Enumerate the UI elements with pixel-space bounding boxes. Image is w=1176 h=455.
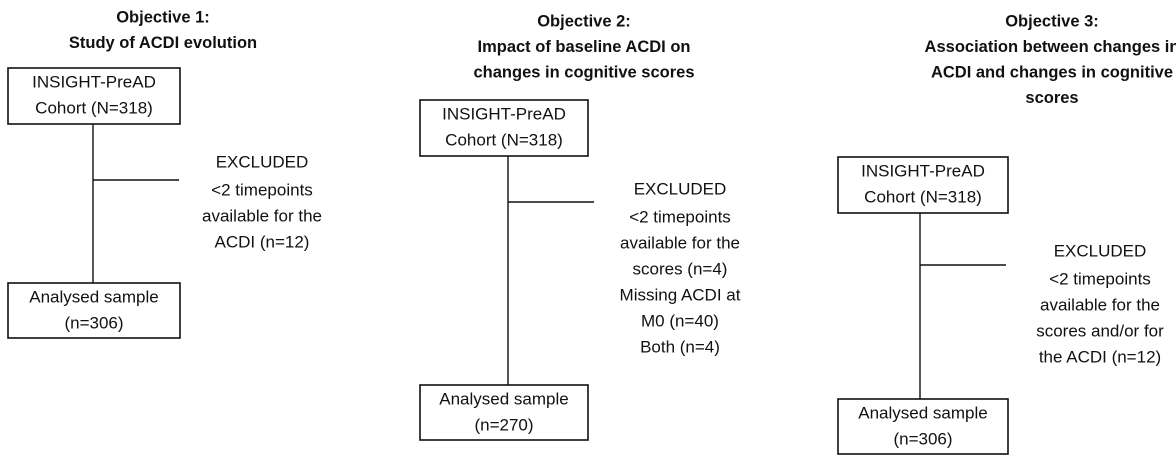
objective-title: Association between changes in (925, 38, 1176, 56)
cohort-box (419, 99, 589, 157)
objective-title: Impact of baseline ACDI on (477, 38, 690, 56)
excluded-label: available for the (202, 206, 322, 225)
sample-label: Analysed sample (858, 403, 987, 422)
excluded-label: available for the (620, 233, 740, 252)
objective-title: ACDI and changes in cognitive (931, 63, 1173, 81)
cohort-label: Cohort (N=318) (864, 187, 982, 206)
excluded-label: <2 timepoints (629, 207, 731, 226)
sample-box (837, 398, 1009, 455)
sample-label: Analysed sample (29, 287, 158, 306)
objective-title: Objective 2: (537, 12, 631, 30)
cohort-label: INSIGHT-PreAD (861, 161, 985, 180)
objective-title: Study of ACDI evolution (69, 34, 257, 52)
sample-label: (n=306) (64, 313, 123, 332)
objective-title: scores (1025, 89, 1078, 107)
excluded-label: Missing ACDI at (620, 285, 741, 304)
cohort-label: INSIGHT-PreAD (442, 104, 566, 123)
excluded-label: the ACDI (n=12) (1039, 347, 1161, 366)
objective-title: Objective 1: (116, 8, 210, 26)
sample-box (419, 384, 589, 441)
sample-box (7, 282, 181, 339)
excluded-label: ACDI (n=12) (215, 232, 310, 251)
excluded-label: Both (n=4) (640, 337, 720, 356)
excluded-label: EXCLUDED (1054, 241, 1147, 260)
objective-title: Objective 3: (1005, 12, 1099, 30)
excluded-label: <2 timepoints (211, 180, 313, 199)
excluded-label: scores and/or for (1036, 321, 1164, 340)
excluded-label: available for the (1040, 295, 1160, 314)
excluded-label: EXCLUDED (634, 179, 727, 198)
excluded-label: scores (n=4) (633, 259, 728, 278)
sample-label: (n=306) (893, 429, 952, 448)
sample-label: Analysed sample (439, 389, 568, 408)
cohort-label: Cohort (N=318) (35, 98, 153, 117)
cohort-label: INSIGHT-PreAD (32, 72, 156, 91)
excluded-label: M0 (n=40) (641, 311, 719, 330)
cohort-label: Cohort (N=318) (445, 130, 563, 149)
cohort-box (7, 67, 181, 125)
sample-label: (n=270) (474, 415, 533, 434)
objective-title: changes in cognitive scores (474, 63, 695, 81)
excluded-label: <2 timepoints (1049, 269, 1151, 288)
excluded-label: EXCLUDED (216, 152, 309, 171)
cohort-box (837, 156, 1009, 214)
